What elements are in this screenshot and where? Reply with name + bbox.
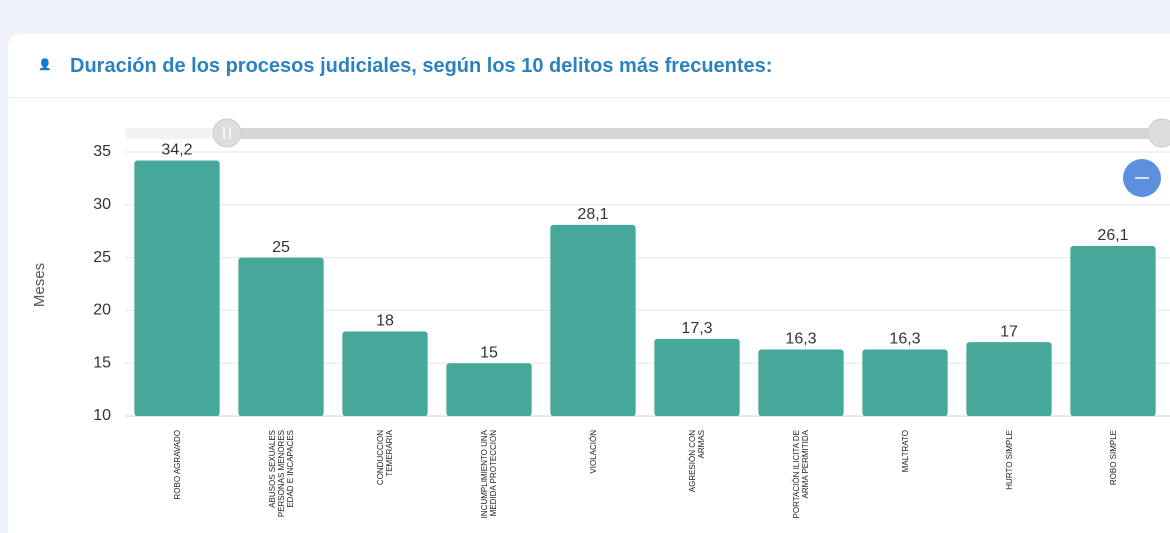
bar [654, 338, 740, 416]
x-tick-label: HURTO SIMPLE [978, 430, 1040, 522]
x-tick-label: CONDUCCION TEMERARIA [354, 430, 416, 522]
x-tick-text: AGRESIÓN CON ARMAS [688, 430, 706, 493]
x-tick-label: PORTACIÓN ILICITA DE ARMA PERMITIDA [770, 430, 832, 522]
data-label: 28,1 [577, 206, 608, 223]
x-tick-label: VIOLACIÓN [562, 430, 624, 522]
chart-title: Duración de los procesos judiciales, seg… [70, 55, 773, 77]
x-tick-label: AGRESIÓN CON ARMAS [666, 430, 728, 522]
data-label: 17,3 [681, 320, 712, 337]
x-tick-text: CONDUCCION TEMERARIA [376, 430, 394, 486]
data-label: 15 [480, 344, 498, 361]
bar [238, 257, 324, 416]
bar [342, 331, 428, 416]
data-label: 18 [376, 313, 394, 330]
y-tick-label: 10 [93, 407, 111, 424]
x-tick-text: INCUMPLIMIENTO UNA MEDIDA PROTECCION [480, 430, 498, 519]
x-tick-label: ABUSOS SEXUALES PERSONAS MENORES EDAD E … [250, 430, 312, 522]
y-tick-label: 25 [93, 249, 111, 266]
y-axis-title: Meses [31, 263, 48, 307]
bar [134, 160, 220, 416]
x-tick-label: ROBO AGRAVADO [146, 430, 208, 522]
bar [1070, 245, 1156, 416]
y-tick-label: 30 [93, 196, 111, 213]
data-label: 16,3 [889, 331, 920, 348]
data-label: 26,1 [1097, 227, 1128, 244]
x-tick-text: ROBO AGRAVADO [172, 430, 182, 500]
zoom-handle[interactable] [212, 118, 242, 148]
y-tick-label: 15 [93, 354, 111, 371]
x-tick-text: MALTRATO [900, 430, 910, 473]
data-label: 34,2 [161, 142, 192, 159]
bar [550, 224, 636, 416]
x-tick-label: INCUMPLIMIENTO UNA MEDIDA PROTECCION [458, 430, 520, 522]
x-tick-text: HURTO SIMPLE [1004, 430, 1014, 490]
data-label: 16,3 [785, 331, 816, 348]
data-label: 25 [272, 239, 290, 256]
separator [8, 97, 1170, 98]
plot: 10 15 20 25 30 35 34,2 25 18 15 28,1 17,3 16,3 16,3 17… [93, 142, 1170, 424]
x-tick-text: PORTACIÓN ILICITA DE ARMA PERMITIDA [792, 430, 810, 519]
x-tick-text: ABUSOS SEXUALES PERSONAS MENORES EDAD E … [267, 430, 295, 518]
bar [966, 342, 1052, 416]
y-tick-label: 20 [93, 302, 111, 319]
title-icon: 👤 [38, 59, 52, 71]
bar [758, 349, 844, 416]
bar [446, 363, 532, 416]
y-tick-label: 35 [93, 143, 111, 160]
x-tick-text: ROBO SIMPLE [1108, 430, 1118, 486]
x-tick-label: ROBO SIMPLE [1082, 430, 1144, 522]
data-label: 17 [1000, 323, 1018, 340]
x-tick-label: MALTRATO [874, 430, 936, 522]
x-tick-text: VIOLACIÓN [588, 430, 598, 474]
zoom-handle[interactable] [1147, 118, 1170, 148]
bar [862, 349, 948, 416]
zoom-range [227, 128, 1170, 139]
